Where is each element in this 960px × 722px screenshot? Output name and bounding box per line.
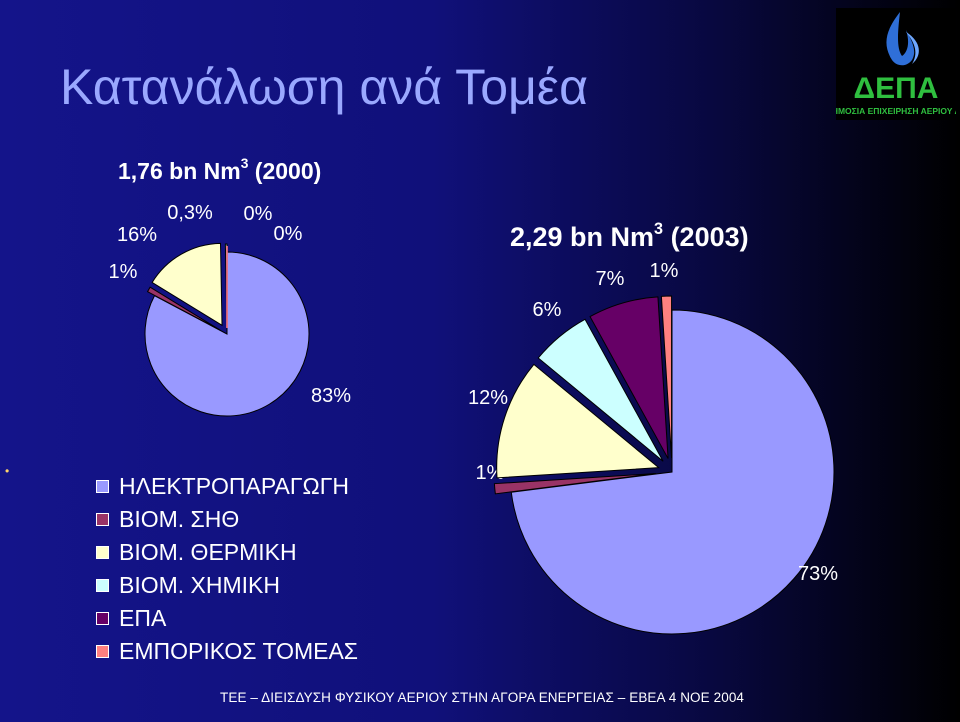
legend-label: ΗΛΕΚΤΡΟΠΑΡΑΓΩΓΗ [119, 473, 349, 499]
pie-2003-slice [537, 318, 664, 462]
pie-2003-slice [660, 295, 673, 459]
pie-2003-title-sup: 3 [654, 220, 664, 238]
pie-2003-title-main: 2,29 bn Nm [510, 222, 655, 252]
legend-item: ΕΠΑ [96, 602, 358, 635]
pie-2000-data-label: 1% [109, 261, 138, 283]
pie-2003-slice [510, 309, 835, 635]
pie-2003-slice [496, 363, 660, 479]
pie-2003-title: 2,29 bn Nm3 (2003) [510, 220, 749, 253]
pie-2003-data-label: 12% [468, 387, 508, 409]
legend-item: ΒΙΟΜ. ΣΗΘ [96, 503, 358, 536]
pie-2003-title-year: (2003) [663, 222, 749, 252]
legend-item: ΗΛΕΚΤΡΟΠΑΡΑΓΩΓΗ [96, 470, 358, 503]
legend-label: ΕΠΑ [119, 605, 167, 631]
pie-2000-slice [146, 286, 221, 331]
pie-2000-data-label: 0% [274, 223, 303, 245]
legend-label: ΒΙΟΜ. ΘΕΡΜΙΚΗ [119, 539, 297, 565]
pie-2003-data-label: 73% [798, 563, 838, 585]
legend-item: ΒΙΟΜ. ΧΗΜΙΚΗ [96, 569, 358, 602]
legend-swatch [96, 612, 109, 625]
legend-item: ΕΜΠΟΡΙΚΟΣ ΤΟΜΕΑΣ [96, 635, 358, 668]
pie-2000-data-label: 0% [244, 203, 273, 225]
slide-footer: ΤΕΕ – ΔΙΕΙΣΔΥΣΗ ΦΥΣΙΚΟΥ ΑΕΡΙΟΥ ΣΤΗΝ ΑΓΟΡ… [220, 690, 745, 705]
legend-label: ΕΜΠΟΡΙΚΟΣ ΤΟΜΕΑΣ [119, 638, 359, 664]
pie-2003-data-label: 1% [650, 260, 679, 282]
legend-label: ΒΙΟΜ. ΧΗΜΙΚΗ [119, 572, 281, 598]
legend-swatch [96, 645, 109, 658]
pie-2000-data-label: 83% [311, 385, 351, 407]
pie-2003-data-label: 6% [533, 299, 562, 321]
pie-2003-slice [589, 296, 669, 459]
legend-swatch [96, 513, 109, 526]
pie-2000-slice [151, 242, 223, 327]
pie-2000-title: 1,76 bn Nm3 (2000) [118, 156, 322, 185]
legend-item: ΒΙΟΜ. ΘΕΡΜΙΚΗ [96, 536, 358, 569]
legend-swatch [96, 579, 109, 592]
legend-label: ΒΙΟΜ. ΣΗΘ [119, 506, 240, 532]
logo-subtext: ΔΗΜΟΣΙΑ ΕΠΙΧΕΙΡΗΣΗ ΑΕΡΙΟΥ ΑΕ [836, 106, 956, 116]
slide-title: Κατανάλωση ανά Τομέα [60, 59, 589, 115]
logo-text: ΔΕΠΑ [854, 72, 939, 105]
pie-2000-slice [144, 251, 310, 417]
depa-logo: ΔΕΠΑ ΔΗΜΟΣΙΑ ΕΠΙΧΕΙΡΗΣΗ ΑΕΡΙΟΥ ΑΕ [836, 8, 956, 120]
pie-2000-title-main: 1,76 bn Nm [118, 158, 241, 184]
pie-2000-title-sup: 3 [240, 156, 249, 172]
pie-2003-data-label: 7% [596, 268, 625, 290]
flame-logo-icon [886, 12, 915, 66]
decorative-dot: • [5, 464, 10, 478]
pie-2000-data-label: 0,3% [167, 202, 213, 224]
pie-2003-slice [493, 473, 657, 495]
pie-2000-title-year: (2000) [248, 158, 322, 184]
legend-swatch [96, 546, 109, 559]
pie-2000-data-label: 16% [117, 224, 157, 246]
chart-legend: ΗΛΕΚΤΡΟΠΑΡΑΓΩΓΗ ΒΙΟΜ. ΣΗΘ ΒΙΟΜ. ΘΕΡΜΙΚΗ ΒΙΟ… [96, 470, 358, 668]
legend-swatch [96, 480, 109, 493]
